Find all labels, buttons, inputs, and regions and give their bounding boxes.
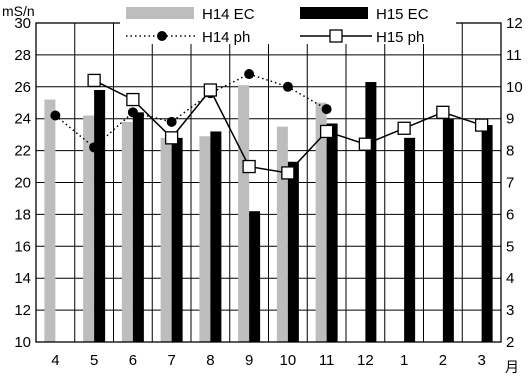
x-tick-label: 7 <box>167 352 175 369</box>
point-h14-ph <box>282 81 293 92</box>
bar-h14-ec <box>238 85 250 342</box>
y-right-tick-label: 9 <box>506 111 514 128</box>
bar-h15-ec <box>404 137 416 342</box>
point-h15-ph <box>203 83 218 97</box>
point-h15-ph <box>474 118 489 132</box>
y-left-tick-label: 18 <box>14 206 31 223</box>
point-h15-ph <box>319 124 334 139</box>
x-tick-label: 12 <box>357 352 374 369</box>
point-h15-ph <box>281 166 295 180</box>
x-unit-label: 月 <box>505 359 519 375</box>
point-h15-ph <box>397 121 411 135</box>
y-right-tick-label: 7 <box>506 175 514 192</box>
bar-h15-ec <box>287 161 299 342</box>
y-left-tick-label: 28 <box>14 47 31 64</box>
bar-h14-ec <box>121 121 133 342</box>
bar-h14-ec <box>199 136 211 342</box>
y-left-tick-label: 12 <box>14 302 31 319</box>
y-right-tick-label: 12 <box>506 15 523 32</box>
x-tick-label: 6 <box>129 352 137 369</box>
x-tick-label: 8 <box>206 352 214 369</box>
legend-label-h14-ph: H14 ph <box>202 29 250 46</box>
point-h14-ph <box>89 142 100 153</box>
point-h14-ph <box>166 116 177 127</box>
x-tick-label: 11 <box>319 352 335 369</box>
line-h14-ph <box>54 73 327 149</box>
y-right-tick-label: 2 <box>506 334 514 351</box>
point-h15-ph <box>242 159 256 174</box>
point-h15-ph <box>358 137 373 151</box>
y-right-tick-label: 3 <box>506 302 514 319</box>
point-h15-ph <box>164 131 179 145</box>
y-right-tick-label: 10 <box>506 79 523 96</box>
bar-h15-ec <box>481 125 493 342</box>
x-tick-label: 3 <box>477 352 485 369</box>
point-h15-ph <box>87 73 101 88</box>
bar-h15-ec <box>326 123 338 342</box>
legend-label-h14-ec: H14 EC <box>202 6 255 23</box>
x-tick-label: 9 <box>245 352 253 369</box>
y-right-tick-label: 5 <box>506 238 514 255</box>
y-left-tick-label: 24 <box>14 111 31 128</box>
bar-h15-ec <box>94 89 106 343</box>
legend-marker-h15-ph <box>329 29 343 43</box>
bar-h15-ec <box>210 131 222 342</box>
y-left-tick-label: 16 <box>14 238 31 255</box>
point-h14-ph <box>244 69 255 80</box>
legend-swatch-h14-ec <box>126 7 194 19</box>
x-tick-label: 1 <box>400 352 408 369</box>
y-left-unit-label: mS/n <box>2 3 35 19</box>
y-left-tick-label: 22 <box>14 143 31 160</box>
bar-h15-ec <box>249 211 261 342</box>
point-h15-ph <box>436 105 450 119</box>
point-h14-ph <box>321 104 332 115</box>
x-tick-label: 4 <box>51 352 59 369</box>
y-right-tick-label: 6 <box>506 206 514 223</box>
legend-label-h15-ec: H15 EC <box>376 6 429 23</box>
point-h14-ph <box>127 107 138 118</box>
bar-h14-ec <box>160 137 172 342</box>
legend-label-h15-ph: H15 ph <box>376 29 424 46</box>
y-right-tick-label: 8 <box>506 143 514 160</box>
y-left-tick-label: 10 <box>14 334 31 351</box>
x-tick-label: 5 <box>90 352 98 369</box>
bar-h15-ec <box>442 118 454 342</box>
bar-h14-ec <box>315 102 327 342</box>
y-right-tick-label: 11 <box>506 47 522 64</box>
y-left-tick-label: 14 <box>14 270 31 287</box>
bar-h14-ec <box>276 126 288 342</box>
point-h15-ph <box>126 92 140 107</box>
y-left-tick-label: 26 <box>14 79 31 96</box>
x-tick-label: 10 <box>280 352 297 369</box>
bar-h15-ec <box>365 82 377 342</box>
bar-h14-ec <box>83 115 95 342</box>
y-left-tick-label: 20 <box>14 175 31 192</box>
bar-h14-ec <box>44 99 56 342</box>
y-right-tick-label: 4 <box>506 270 514 287</box>
bar-h15-ec <box>132 112 144 342</box>
y-left-tick-label: 30 <box>14 15 31 32</box>
bar-h15-ec <box>171 137 183 342</box>
x-tick-label: 2 <box>439 352 447 369</box>
legend-swatch-h15-ec <box>300 7 368 19</box>
point-h14-ph <box>50 110 61 121</box>
legend-marker-h14-ph <box>157 31 167 41</box>
